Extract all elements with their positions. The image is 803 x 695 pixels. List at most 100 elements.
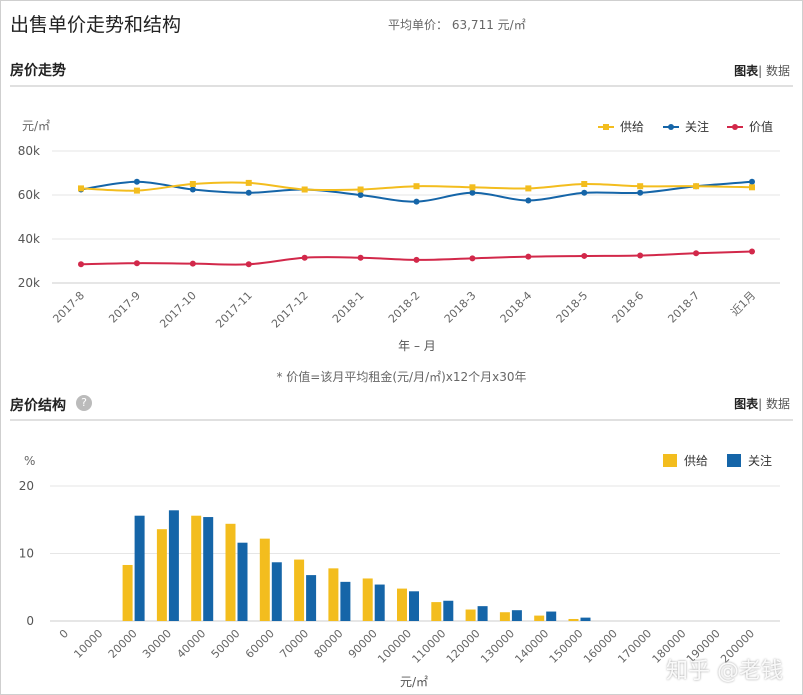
structure-bar bbox=[568, 618, 579, 621]
trend-point bbox=[749, 248, 755, 255]
trend-point bbox=[469, 189, 476, 196]
structure-x-tick-label: 140000 bbox=[512, 627, 551, 666]
structure-bar bbox=[134, 515, 145, 621]
trend-point bbox=[245, 261, 252, 268]
trend-point bbox=[525, 197, 532, 204]
trend-point bbox=[749, 178, 755, 185]
structure-bar bbox=[156, 529, 167, 621]
structure-legend-swatch bbox=[727, 454, 741, 467]
structure-bar bbox=[580, 617, 591, 621]
trend-point bbox=[245, 189, 252, 196]
structure-x-tick-label: 170000 bbox=[615, 627, 654, 666]
structure-x-tick-label: 10000 bbox=[71, 627, 105, 661]
structure-legend-label: 供给 bbox=[684, 454, 708, 468]
structure-x-tick-label: 20000 bbox=[106, 627, 140, 661]
structure-x-tick-label: 70000 bbox=[277, 627, 311, 661]
trend-point bbox=[413, 198, 420, 205]
structure-bar bbox=[237, 542, 248, 621]
structure-chart-tab[interactable]: 图表 bbox=[734, 397, 759, 411]
trend-point bbox=[469, 255, 476, 262]
trend-point bbox=[581, 189, 588, 196]
structure-bar bbox=[443, 600, 454, 621]
structure-data-tab[interactable]: 数据 bbox=[765, 397, 790, 411]
trend-point bbox=[357, 192, 364, 198]
trend-point bbox=[189, 260, 196, 267]
trend-y-tick-label: 20k bbox=[18, 276, 40, 290]
trend-point bbox=[637, 252, 644, 259]
trend-point bbox=[469, 184, 476, 191]
watermark: 知乎 @老钱 bbox=[666, 659, 783, 684]
structure-bar bbox=[534, 615, 545, 621]
trend-point bbox=[413, 256, 420, 263]
trend-section-title: 房价走势 bbox=[10, 63, 66, 79]
structure-x-tick-label: 100000 bbox=[375, 627, 414, 666]
trend-point bbox=[525, 253, 532, 260]
structure-x-axis-label: 元/㎡ bbox=[400, 675, 428, 689]
trend-point bbox=[78, 185, 84, 192]
structure-bar bbox=[168, 510, 179, 621]
trend-point bbox=[357, 254, 364, 261]
structure-y-tick-label: 0 bbox=[26, 614, 34, 628]
trend-y-axis-label: 元/㎡ bbox=[22, 119, 50, 133]
trend-point bbox=[189, 186, 196, 193]
structure-bar bbox=[499, 612, 510, 621]
trend-x-axis-label: 年 – 月 bbox=[398, 339, 436, 353]
trend-point bbox=[133, 260, 140, 267]
trend-point bbox=[693, 250, 700, 257]
trend-y-tick-label: 40k bbox=[18, 232, 40, 246]
trend-legend-label: 关注 bbox=[685, 119, 709, 134]
structure-bar bbox=[271, 562, 282, 621]
average-price: 平均单价： 63,711 元/㎡ bbox=[388, 16, 526, 33]
structure-divider bbox=[10, 419, 793, 421]
trend-point bbox=[189, 181, 196, 187]
page-title: 出售单价走势和结构 bbox=[10, 14, 182, 36]
structure-bar bbox=[340, 581, 351, 621]
trend-data-tab[interactable]: 数据 bbox=[765, 64, 790, 78]
trend-divider bbox=[10, 85, 793, 87]
structure-x-tick-label: 80000 bbox=[312, 627, 346, 661]
trend-point bbox=[581, 181, 588, 187]
trend-point bbox=[525, 185, 532, 192]
trend-point bbox=[637, 189, 644, 196]
structure-x-tick-label: 160000 bbox=[581, 627, 620, 666]
structure-view-switch: 图表| 数据 bbox=[734, 395, 790, 412]
trend-y-tick-label: 80k bbox=[18, 144, 40, 158]
structure-y-axis-label: % bbox=[24, 454, 35, 468]
structure-x-tick-label: 40000 bbox=[174, 627, 208, 661]
structure-x-tick-label: 120000 bbox=[444, 627, 483, 666]
trend-point bbox=[413, 183, 420, 190]
average-price-label: 平均单价： bbox=[388, 18, 449, 32]
trend-view-switch: 图表| 数据 bbox=[734, 62, 790, 79]
trend-point bbox=[357, 186, 364, 193]
trend-legend-marker bbox=[668, 124, 674, 130]
trend-legend-marker bbox=[732, 124, 738, 130]
trend-legend-marker bbox=[603, 124, 609, 130]
trend-point bbox=[133, 178, 140, 185]
structure-y-tick-label: 10 bbox=[19, 547, 34, 561]
trend-point bbox=[637, 183, 644, 190]
trend-point bbox=[693, 183, 700, 190]
structure-bar bbox=[465, 609, 476, 621]
trend-point bbox=[301, 254, 308, 261]
structure-legend-label: 关注 bbox=[748, 453, 772, 468]
value-formula-note: * 价值=该月平均租金(元/月/㎡)x12个月x30年 bbox=[276, 370, 527, 384]
structure-bar bbox=[225, 523, 236, 621]
trend-point bbox=[133, 187, 140, 194]
structure-bar bbox=[122, 564, 133, 621]
structure-y-tick-label: 20 bbox=[19, 479, 34, 493]
average-price-value: 63,711 元/㎡ bbox=[451, 18, 526, 32]
trend-point bbox=[301, 186, 308, 193]
structure-x-tick-label: 130000 bbox=[478, 627, 517, 666]
trend-chart-tab[interactable]: 图表 bbox=[734, 64, 759, 78]
structure-bar bbox=[431, 602, 442, 621]
structure-x-tick-label: 30000 bbox=[140, 627, 174, 661]
structure-x-tick-label: 110000 bbox=[410, 627, 449, 666]
structure-x-tick-label: 150000 bbox=[547, 627, 586, 666]
structure-bar bbox=[362, 578, 373, 621]
structure-bar bbox=[191, 515, 202, 621]
structure-bar bbox=[511, 610, 522, 621]
help-icon[interactable]: ? bbox=[76, 395, 92, 411]
structure-bar bbox=[294, 559, 305, 621]
